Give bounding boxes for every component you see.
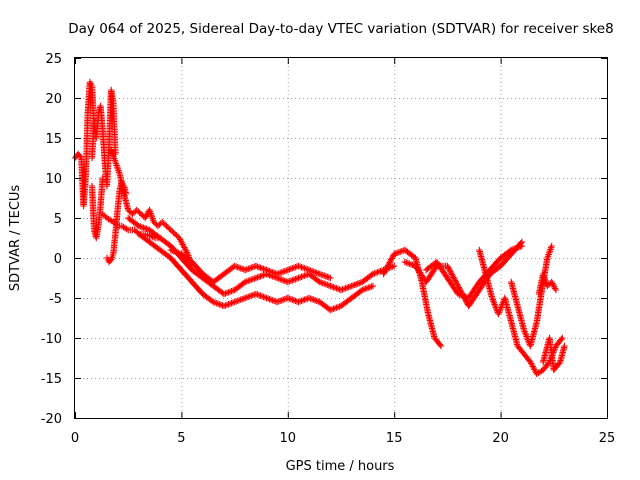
series-track-late-6 (535, 270, 560, 298)
x-tick-label: 0 (71, 431, 79, 446)
plot-frame (74, 57, 608, 419)
x-tick-labels: 0 5 10 15 20 25 (71, 431, 615, 446)
y-tick-label: 15 (45, 132, 62, 147)
series-track-main-3 (167, 246, 334, 286)
axis-ticks (75, 58, 608, 419)
x-tick-label: 25 (599, 431, 616, 446)
y-tick-label: 10 (45, 172, 62, 187)
grid (75, 58, 607, 418)
x-tick-label: 5 (177, 431, 185, 446)
chart-title: Day 064 of 2025, Sidereal Day-to-day VTE… (68, 21, 613, 37)
series-track-main-2 (135, 230, 377, 314)
x-axis-label: GPS time / hours (286, 459, 395, 474)
y-tick-label: 20 (45, 92, 62, 107)
y-tick-label: -15 (41, 372, 62, 387)
series-track-late-7 (539, 334, 568, 374)
y-tick-labels: -20 -15 -10 -5 0 5 10 15 20 25 (41, 52, 62, 427)
y-tick-label: 0 (54, 252, 62, 267)
y-tick-label: -10 (41, 332, 62, 347)
x-tick-label: 15 (386, 431, 403, 446)
y-tick-label: 5 (54, 212, 62, 227)
x-tick-label: 20 (492, 431, 509, 446)
y-tick-label: -5 (49, 292, 62, 307)
series-track-c-early (88, 174, 106, 242)
x-tick-label: 10 (280, 431, 297, 446)
series-track-late-2 (401, 238, 526, 310)
y-tick-label: -20 (41, 412, 62, 427)
series-track-late-3 (422, 242, 526, 302)
y-axis-label: SDTVAR / TECUs (8, 185, 23, 292)
series-track-main-1 (125, 214, 398, 298)
series-track-f-early (107, 146, 196, 270)
y-tick-label: 25 (45, 52, 62, 67)
data-marks (71, 78, 568, 378)
series-track-b-early (88, 86, 119, 190)
